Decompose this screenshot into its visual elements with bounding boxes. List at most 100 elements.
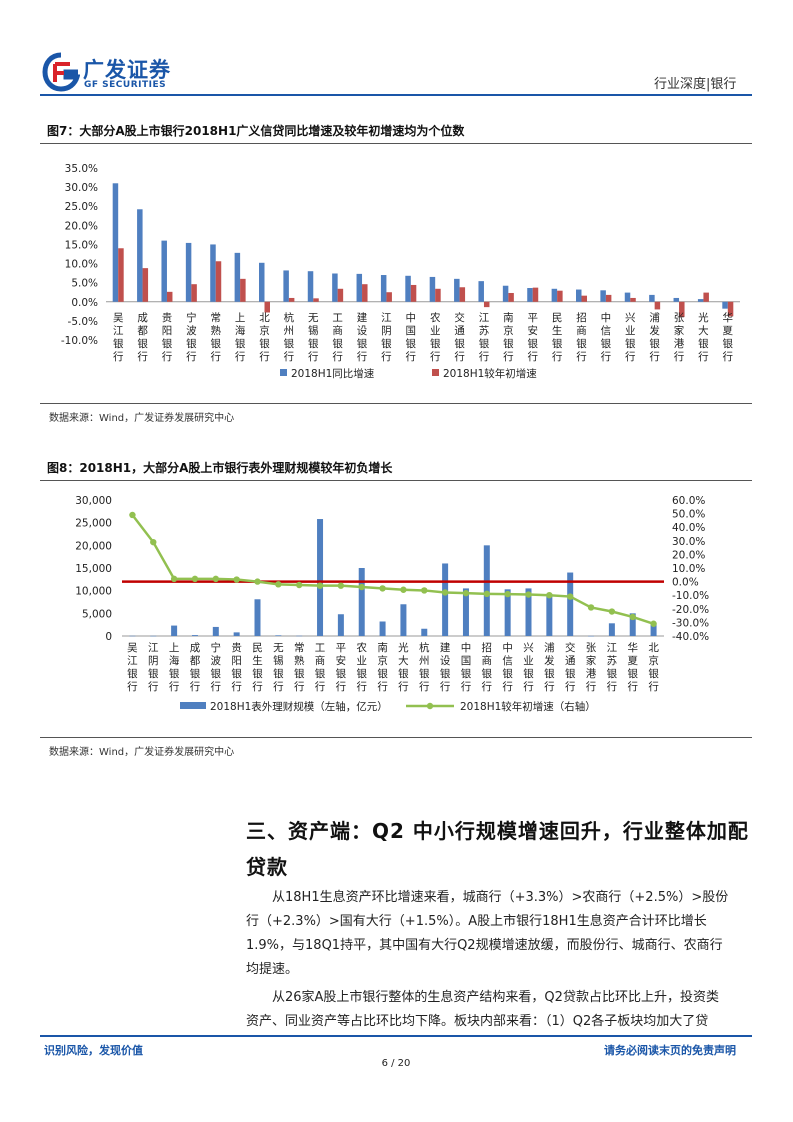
x-category-label: 银 (627, 667, 638, 680)
paragraph-1-line: 行（+2.3%）>国有大行（+1.5%）。A股上市银行18H1生息资产合计环比增… (246, 914, 707, 929)
x-category-label: 上 (169, 642, 180, 654)
bar-ytd-growth (410, 284, 417, 302)
x-category-label: 阴 (381, 325, 392, 337)
x-category-label: 银 (273, 667, 284, 680)
y-tick-label: 20.0% (65, 220, 98, 232)
bar-ytd-growth (508, 292, 514, 302)
x-category-label: 江 (113, 325, 124, 337)
x-category-label: 行 (565, 680, 576, 693)
growth-point (587, 604, 595, 611)
x-category-label: 行 (336, 680, 347, 693)
x-category-label: 交 (454, 311, 465, 324)
y-tick-label: 0.0% (71, 297, 98, 309)
bar-ytd-growth (337, 288, 344, 302)
bar-ytd-growth (605, 294, 612, 302)
bar-wmp-scale (150, 635, 157, 637)
report-category: 行业深度|银行 (654, 77, 737, 92)
y-tick-label: 35.0% (65, 163, 98, 175)
x-category-label: 行 (454, 350, 465, 363)
x-category-label: 海 (235, 324, 246, 337)
y-right-tick-label: -10.0% (672, 590, 709, 602)
x-category-label: 行 (186, 350, 197, 363)
x-category-label: 港 (674, 338, 685, 350)
x-category-label: 银 (377, 667, 388, 680)
x-category-label: 南 (377, 641, 388, 654)
x-category-label: 业 (356, 655, 367, 667)
x-category-label: 商 (576, 324, 587, 337)
figure7-source: 数据来源：Wind，广发证券发展研究中心 (49, 413, 235, 424)
x-category-label: 熟 (210, 324, 221, 337)
bar-wmp-scale (588, 635, 595, 637)
bar-yoy-growth (697, 299, 704, 302)
bar-ytd-growth (679, 301, 685, 318)
page-number: 6 / 20 (381, 1058, 411, 1069)
x-category-label: 生 (252, 654, 263, 667)
figure7-bottom-divider (40, 403, 752, 404)
x-category-label: 阳 (162, 325, 173, 337)
x-category-label: 银 (482, 667, 493, 680)
bar-wmp-scale (462, 588, 469, 636)
legend-swatch-bar (180, 702, 206, 709)
bar-ytd-growth (581, 295, 587, 302)
x-category-label: 安 (336, 654, 347, 667)
x-category-label: 行 (398, 680, 409, 693)
x-category-label: 行 (527, 350, 538, 363)
x-category-label: 行 (284, 350, 295, 363)
paragraph-1-line: 从18H1生息资产环比增速来看，城商行（+3.3%）>农商行（+2.5%）>股份 (272, 890, 729, 905)
bar-ytd-growth (118, 248, 124, 302)
x-category-label: 行 (461, 680, 472, 693)
x-category-label: 农 (430, 311, 441, 324)
x-category-label: 通 (565, 655, 576, 667)
x-category-label: 夏 (723, 325, 734, 337)
x-category-label: 宁 (186, 311, 197, 324)
y-right-tick-label: 20.0% (672, 549, 705, 561)
x-category-label: 银 (336, 667, 347, 680)
bar-yoy-growth (332, 273, 338, 302)
x-category-label: 银 (430, 337, 441, 350)
x-category-label: 平 (336, 642, 347, 654)
growth-point (483, 590, 491, 598)
bar-wmp-scale (400, 604, 407, 636)
x-category-label: 银 (137, 337, 148, 350)
x-category-label: 银 (190, 667, 201, 680)
x-category-label: 家 (674, 324, 685, 337)
x-category-label: 建 (357, 311, 368, 324)
x-category-label: 港 (586, 668, 597, 680)
x-category-label: 银 (357, 337, 368, 350)
x-category-label: 银 (332, 337, 343, 350)
bar-yoy-growth (234, 252, 241, 302)
bar-yoy-growth (478, 281, 484, 302)
y-tick-label: 5.0% (71, 278, 98, 290)
x-category-label: 银 (576, 337, 587, 350)
x-category-label: 民 (252, 642, 263, 654)
growth-point (462, 589, 470, 597)
x-category-label: 银 (113, 337, 124, 350)
x-category-label: 行 (162, 350, 173, 363)
x-category-label: 行 (627, 680, 638, 693)
bar-ytd-growth (483, 301, 490, 308)
y-tick-label: -10.0% (61, 335, 98, 347)
x-category-label: 银 (502, 667, 513, 680)
company-name-cn: 广发证券 (83, 58, 171, 82)
paragraph-2-line: 资产、同业资产等占比环比均下降。板块内部来看：（1）Q2各子板块均加大了贷 (246, 1014, 709, 1029)
y-tick-label: 15.0% (65, 239, 98, 251)
x-category-label: 银 (698, 337, 709, 350)
x-category-label: 南 (503, 311, 514, 324)
bar-yoy-growth (454, 278, 460, 302)
x-category-label: 银 (544, 667, 555, 680)
header: 广发证券 GF SECURITIES 行业深度|银行 (0, 0, 793, 100)
x-category-label: 行 (723, 350, 734, 363)
x-category-label: 银 (461, 667, 472, 680)
paragraph-2: 从26家A股上市银行整体的生息资产结构来看，Q2贷款占比环比上升，投资类 资产、… (246, 986, 753, 1034)
y-left-tick-label: 15,000 (75, 563, 112, 575)
x-category-label: 江 (479, 312, 490, 324)
bar-wmp-scale (379, 621, 386, 636)
bar-yoy-growth (600, 290, 606, 302)
x-category-label: 波 (186, 324, 197, 337)
x-category-label: 银 (440, 667, 451, 680)
growth-point (566, 593, 574, 600)
x-category-label: 锡 (273, 654, 284, 667)
bar-ytd-growth (288, 297, 295, 302)
x-category-label: 熟 (294, 654, 305, 667)
x-category-label: 苏 (479, 324, 490, 337)
